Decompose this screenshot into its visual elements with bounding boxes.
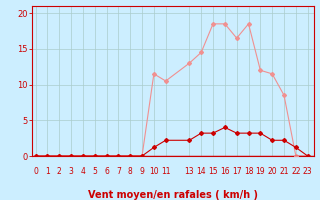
X-axis label: Vent moyen/en rafales ( km/h ): Vent moyen/en rafales ( km/h ) xyxy=(88,190,258,200)
